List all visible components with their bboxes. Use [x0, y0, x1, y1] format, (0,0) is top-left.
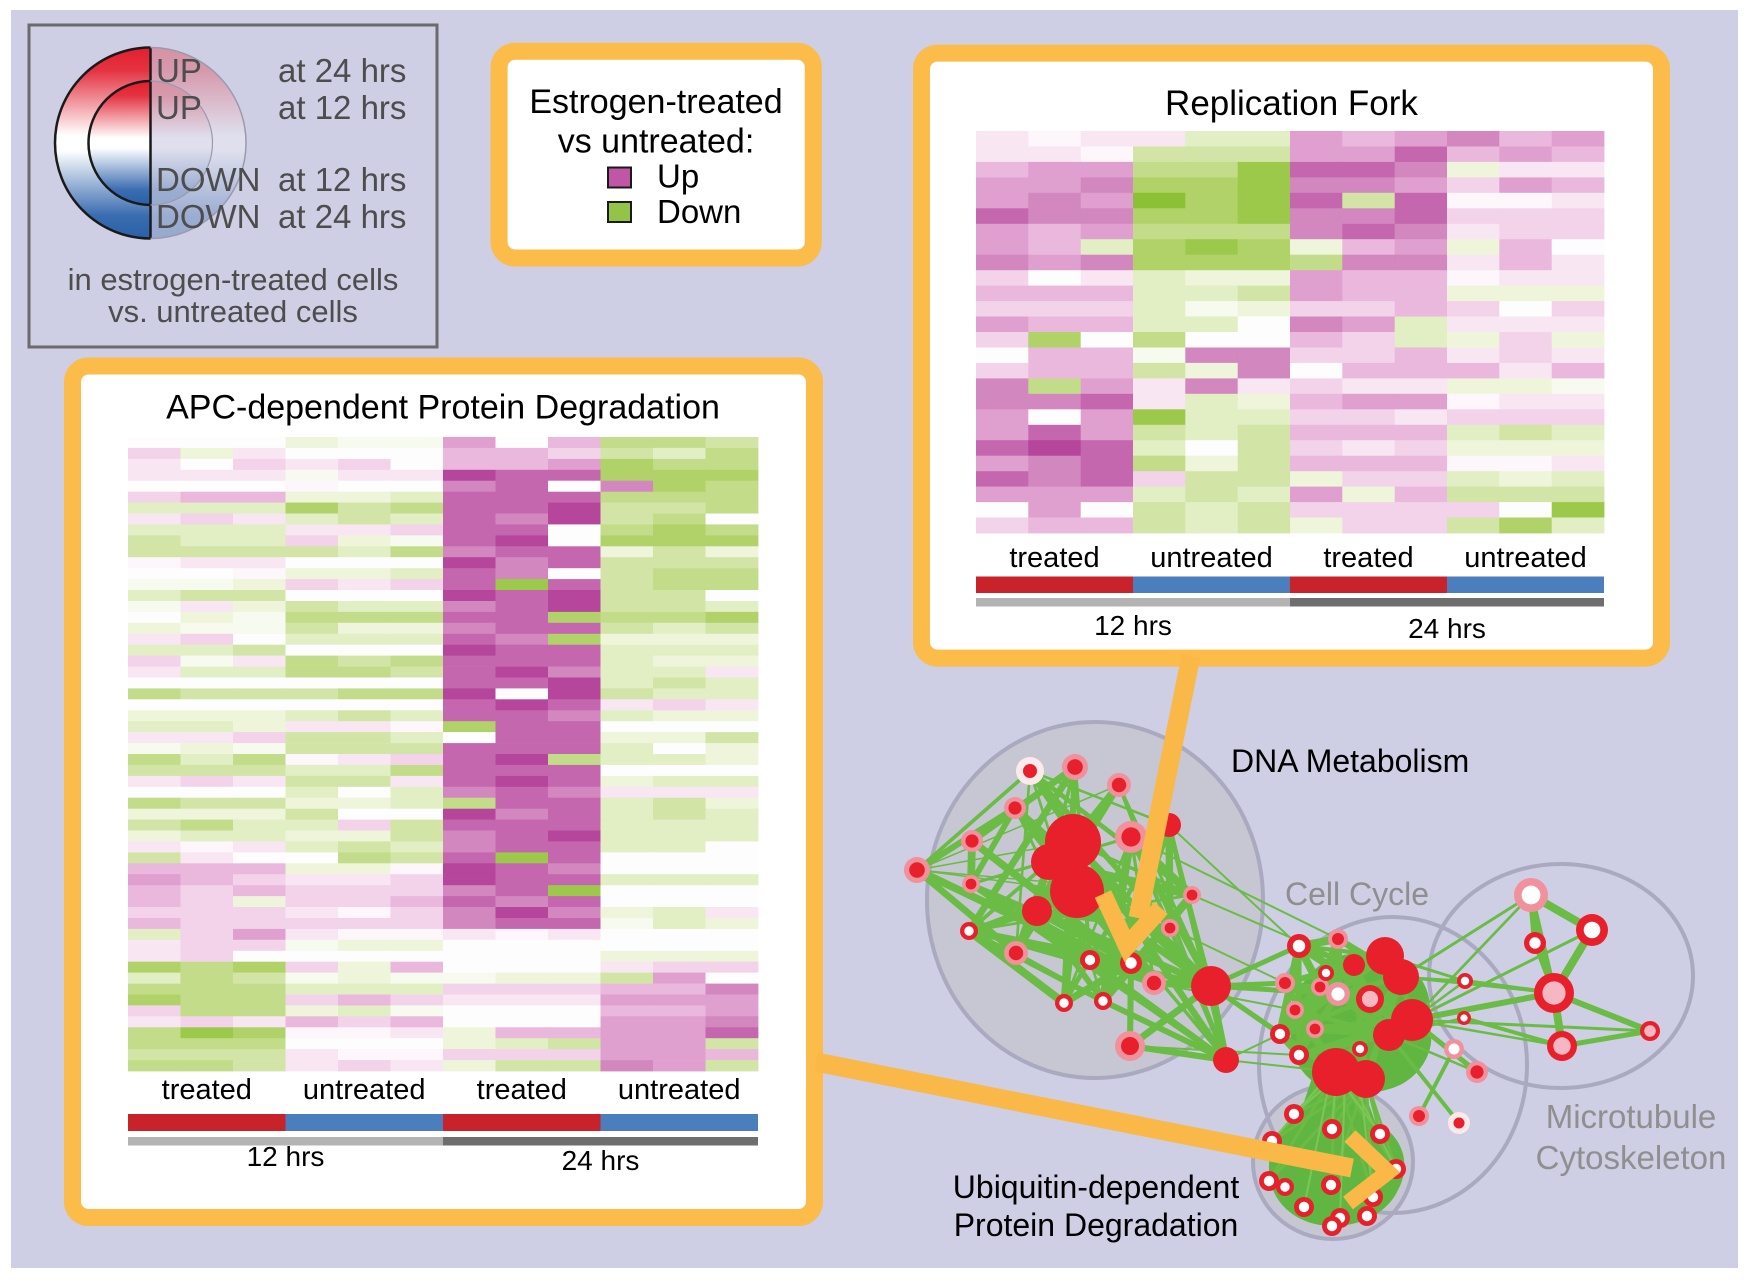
svg-text:treated: treated: [1323, 542, 1413, 574]
svg-text:UP: UP: [156, 52, 202, 89]
svg-text:Ubiquitin-dependent: Ubiquitin-dependent: [953, 1169, 1240, 1205]
svg-text:in estrogen-treated cells: in estrogen-treated cells: [68, 262, 399, 297]
svg-text:Up: Up: [657, 158, 699, 195]
svg-text:at 12 hrs: at 12 hrs: [278, 161, 406, 198]
svg-text:Cytoskeleton: Cytoskeleton: [1536, 1139, 1727, 1176]
svg-text:at 24 hrs: at 24 hrs: [278, 52, 406, 89]
svg-text:treated: treated: [1009, 542, 1099, 574]
svg-text:24 hrs: 24 hrs: [562, 1145, 640, 1176]
svg-text:Cell Cycle: Cell Cycle: [1285, 876, 1429, 912]
svg-text:DOWN: DOWN: [156, 161, 260, 198]
svg-text:Estrogen-treated: Estrogen-treated: [529, 83, 782, 121]
svg-text:untreated: untreated: [1150, 542, 1273, 574]
svg-text:12 hrs: 12 hrs: [247, 1141, 325, 1172]
svg-text:vs untreated:: vs untreated:: [558, 123, 755, 161]
svg-text:untreated: untreated: [303, 1074, 426, 1106]
svg-text:APC-dependent Protein Degradat: APC-dependent Protein Degradation: [166, 389, 720, 427]
svg-text:DOWN: DOWN: [156, 198, 260, 235]
svg-text:untreated: untreated: [1464, 542, 1587, 574]
svg-text:Protein Degradation: Protein Degradation: [954, 1207, 1239, 1243]
svg-text:DNA Metabolism: DNA Metabolism: [1231, 743, 1469, 779]
svg-text:Replication Fork: Replication Fork: [1165, 84, 1418, 123]
svg-text:Down: Down: [657, 193, 741, 230]
svg-text:12 hrs: 12 hrs: [1094, 610, 1172, 641]
svg-text:Microtubule: Microtubule: [1546, 1098, 1717, 1135]
svg-text:treated: treated: [162, 1074, 252, 1106]
svg-text:UP: UP: [156, 89, 202, 126]
svg-text:at 12 hrs: at 12 hrs: [278, 89, 406, 126]
svg-text:untreated: untreated: [618, 1074, 741, 1106]
svg-text:24 hrs: 24 hrs: [1408, 613, 1486, 644]
svg-text:vs. untreated cells: vs. untreated cells: [108, 294, 358, 329]
svg-text:at 24 hrs: at 24 hrs: [278, 198, 406, 235]
svg-text:treated: treated: [477, 1074, 567, 1106]
